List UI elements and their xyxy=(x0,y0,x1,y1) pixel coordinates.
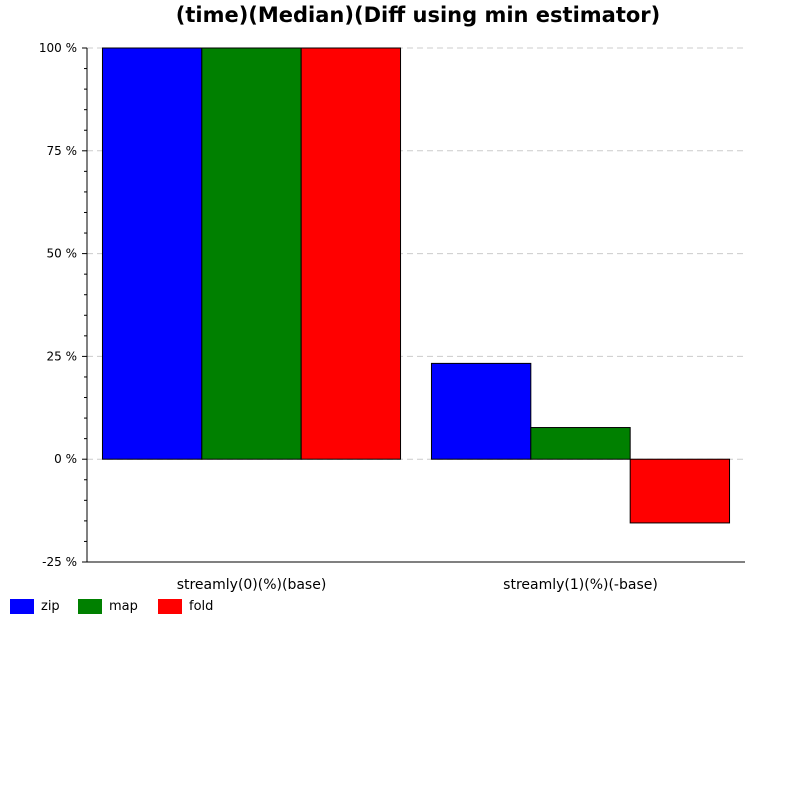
bar-zip-0 xyxy=(101,47,203,460)
bar-fold-0 xyxy=(300,47,402,460)
legend: zip map fold xyxy=(10,599,213,614)
y-tick-label: 100 % xyxy=(39,41,77,55)
bar-map-0 xyxy=(201,47,302,460)
legend-label-zip: zip xyxy=(41,599,60,614)
bar-zip-1 xyxy=(430,362,532,460)
x-category-label: streamly(1)(%)(-base) xyxy=(503,577,658,593)
bar-map-1 xyxy=(530,427,631,460)
legend-label-fold: fold xyxy=(189,599,213,614)
y-tick-label: 50 % xyxy=(47,247,78,261)
y-tick-labels: -25 % 0 % 25 % 50 % 75 % 100 % xyxy=(39,41,77,569)
legend-swatch-map xyxy=(78,599,102,614)
x-category-labels: streamly(0)(%)(base) streamly(1)(%)(-base… xyxy=(177,577,658,593)
y-tick-label: -25 % xyxy=(42,555,77,569)
axes xyxy=(82,47,745,563)
x-category-label: streamly(0)(%)(base) xyxy=(177,577,327,593)
y-tick-label: 75 % xyxy=(47,144,78,158)
chart-title: (time)(Median)(Diff using min estimator) xyxy=(176,3,661,27)
legend-swatch-fold xyxy=(158,599,182,614)
bars xyxy=(101,47,731,524)
bar-fold-1 xyxy=(629,458,731,524)
legend-swatch-zip xyxy=(10,599,34,614)
y-tick-label: 0 % xyxy=(54,452,77,466)
y-tick-label: 25 % xyxy=(47,349,78,363)
legend-label-map: map xyxy=(109,599,138,614)
